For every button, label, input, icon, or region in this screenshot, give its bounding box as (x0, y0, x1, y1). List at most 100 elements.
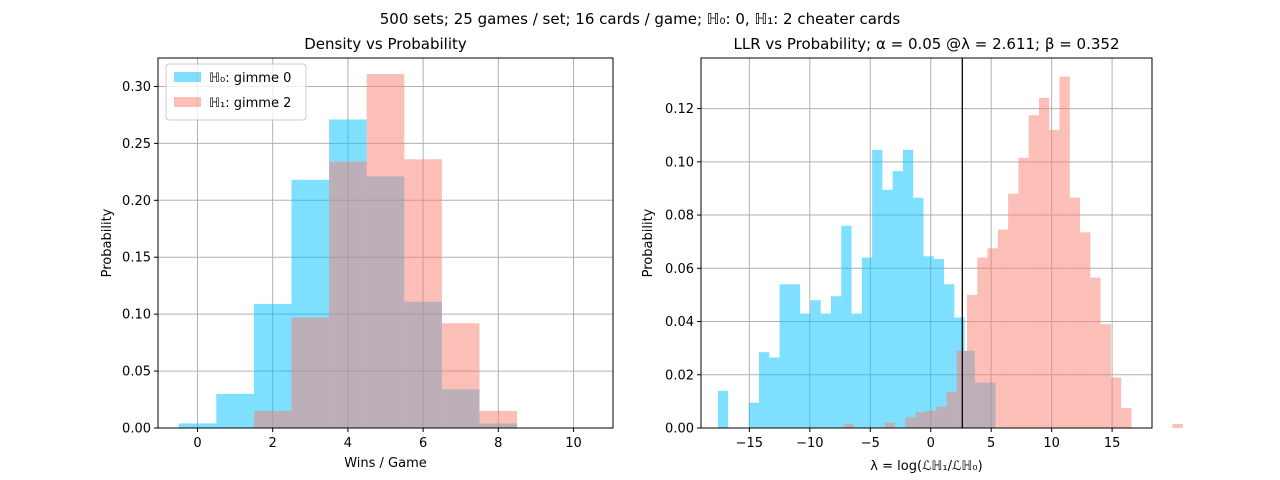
llr-bar-h1 (1049, 129, 1060, 429)
llr-ytick-label: 0.00 (665, 422, 694, 437)
llr-bar-h0 (779, 284, 790, 428)
density-legend: ℍ₀: gimme 0 ℍ₁: gimme 2 (165, 63, 307, 121)
density-ytick-label: 0.20 (122, 194, 151, 209)
legend-label-h1: ℍ₁: gimme 2 (209, 96, 291, 111)
density-xtick-label: 6 (419, 436, 427, 451)
llr-bar-h1 (884, 422, 896, 428)
density-xtick-label: 0 (193, 436, 201, 451)
legend-swatch-h0 (174, 72, 201, 82)
density-bar-h1 (253, 410, 292, 428)
llr-bar-h0 (861, 257, 873, 428)
llr-bar-h0 (769, 357, 780, 428)
llr-ytick-label: 0.08 (665, 209, 694, 224)
llr-bar-h1 (936, 406, 947, 428)
llr-ytick-label: 0.04 (665, 315, 694, 330)
llr-xtick-label: 15 (1104, 436, 1121, 451)
llr-bar-h0 (913, 197, 924, 428)
llr-bar-h1 (1028, 115, 1039, 428)
llr-ytick-label: 0.06 (665, 262, 694, 277)
llr-axes-frame (700, 57, 1153, 429)
llr-ticks: −15 −10 −5 0 5 10 15 0.00 0.02 0.04 0.06 0.08 0.10 0.… (665, 102, 1120, 451)
llr-bar-h1 (1018, 157, 1029, 429)
llr-bar-h0 (820, 313, 831, 428)
llr-ylabel: Probability (641, 208, 656, 277)
density-bar-h0 (216, 393, 254, 428)
llr-xtick-label: 5 (987, 436, 995, 451)
llr-bar-h1 (1059, 76, 1070, 429)
llr-bar-h0 (923, 256, 934, 428)
llr-bar-h1 (905, 417, 916, 428)
llr-bar-h0 (944, 284, 955, 428)
density-axes-frame (157, 57, 614, 429)
llr-bar-h1 (1100, 324, 1111, 428)
llr-bars (717, 76, 1183, 429)
legend-swatch-h1 (174, 97, 201, 107)
figure-suptitle: 500 sets; 25 games / set; 16 cards / gam… (380, 10, 901, 28)
density-panel: Density vs Probability 0 2 4 6 8 10 0.00 0.05 0.… (100, 35, 614, 471)
density-bar-h1 (329, 161, 367, 428)
llr-bar-h0 (872, 149, 883, 428)
density-ytick-label: 0.00 (122, 422, 151, 437)
llr-bar-h1 (843, 424, 854, 428)
llr-panel: LLR vs Probability; α = 0.05 @λ = 2.611;… (641, 35, 1183, 474)
llr-xtick-label: 0 (927, 436, 935, 451)
density-ytick-label: 0.30 (122, 80, 151, 95)
llr-bar-h1 (1121, 408, 1132, 428)
llr-xtick-label: 10 (1043, 436, 1060, 451)
density-ytick-label: 0.05 (122, 365, 151, 380)
llr-ytick-label: 0.10 (665, 155, 694, 170)
density-bar-h1 (366, 73, 405, 428)
llr-bar-h1 (1090, 277, 1101, 428)
llr-bar-h1 (1172, 424, 1183, 428)
llr-bar-h0 (789, 284, 801, 428)
llr-bar-h0 (882, 189, 893, 428)
density-xtick-label: 2 (269, 436, 277, 451)
llr-bar-h0 (800, 313, 811, 428)
llr-xtick-label: −5 (861, 436, 880, 451)
llr-bar-h0 (717, 390, 729, 428)
density-ytick-label: 0.15 (122, 251, 151, 266)
density-bar-h1 (404, 159, 442, 429)
llr-bar-h1 (946, 392, 957, 428)
llr-bar-h1 (1008, 193, 1019, 428)
density-panel-title: Density vs Probability (304, 35, 467, 53)
llr-bar-h0 (759, 352, 770, 428)
density-xtick-label: 4 (344, 436, 352, 451)
llr-bar-h1 (915, 412, 926, 428)
llr-bar-h1 (1080, 232, 1091, 428)
llr-bar-h0 (933, 258, 945, 428)
llr-xlabel: λ = log(ℒℍ₁/ℒℍ₀) (870, 459, 982, 474)
llr-bar-h1 (1110, 377, 1122, 428)
llr-panel-title: LLR vs Probability; α = 0.05 @λ = 2.611;… (733, 35, 1119, 53)
density-ticks: 0 2 4 6 8 10 0.00 0.05 0.10 0.15 0.20 0.25 0.30 (122, 80, 582, 451)
density-ytick-label: 0.10 (122, 308, 151, 323)
llr-xtick-label: −10 (796, 436, 823, 451)
llr-bar-h1 (967, 294, 978, 428)
llr-bar-h1 (1038, 97, 1050, 429)
density-xtick-label: 10 (565, 436, 582, 451)
density-bars (178, 73, 518, 429)
llr-bar-h0 (851, 313, 862, 428)
density-xlabel: Wins / Game (344, 456, 427, 471)
llr-bar-h1 (987, 248, 998, 428)
llr-bar-h0 (902, 149, 914, 428)
llr-bar-h0 (841, 225, 852, 428)
llr-xtick-label: −15 (736, 436, 763, 451)
llr-bar-h0 (830, 296, 842, 428)
density-ytick-label: 0.25 (122, 137, 151, 152)
llr-bar-h1 (1069, 197, 1081, 428)
llr-bar-h1 (925, 410, 937, 428)
llr-ytick-label: 0.02 (665, 368, 694, 383)
llr-bar-h1 (997, 229, 1009, 428)
legend-label-h0: ℍ₀: gimme 0 (209, 71, 291, 86)
llr-bar-h1 (977, 257, 988, 428)
density-bar-h0 (178, 423, 217, 428)
density-bar-h1 (441, 323, 480, 428)
llr-bar-h0 (748, 402, 760, 428)
density-bar-h0 (253, 303, 292, 428)
density-ylabel: Probability (100, 208, 115, 277)
llr-ytick-label: 0.12 (665, 102, 694, 117)
llr-bar-h0 (892, 171, 903, 428)
density-bar-h1 (291, 317, 330, 428)
